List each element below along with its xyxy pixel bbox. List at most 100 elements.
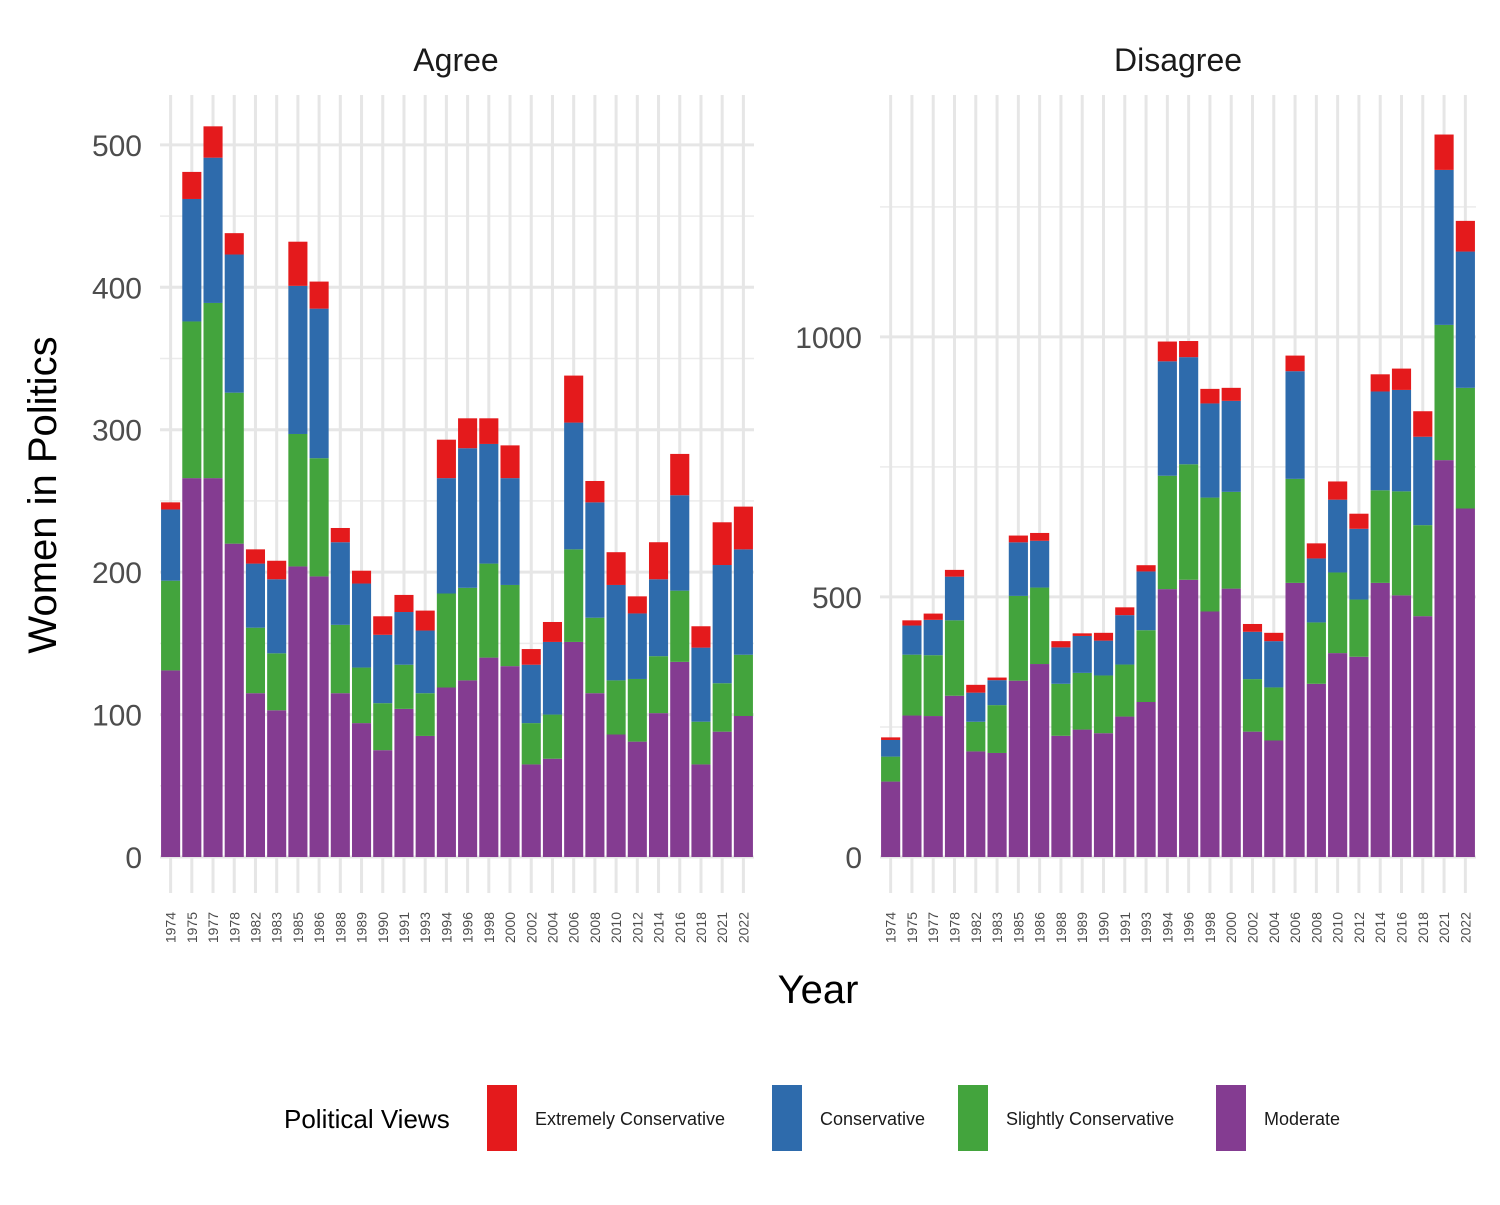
agree-bar-1994-extremely-conservative: [436, 439, 456, 479]
disagree-bar-1993-slightly-conservative: [1136, 630, 1156, 702]
disagree-x-tick-label: 1990: [1096, 912, 1112, 943]
disagree-bar-2004-extremely-conservative: [1264, 632, 1284, 642]
agree-x-tick-label: 1990: [375, 912, 391, 943]
agree-bar-1977-moderate: [203, 478, 223, 857]
disagree-x-tick-label: 1975: [904, 912, 920, 943]
disagree-bar-1983-moderate: [987, 752, 1007, 857]
agree-bar-2006-moderate: [564, 641, 584, 857]
disagree-bar-2021-slightly-conservative: [1434, 324, 1454, 461]
agree-bar-2008-conservative: [585, 502, 605, 618]
agree-x-tick-label: 1998: [481, 912, 497, 943]
agree-bar-2010-extremely-conservative: [606, 552, 626, 585]
agree-x-tick-label: 2014: [651, 912, 667, 943]
disagree-bar-1991-conservative: [1115, 615, 1135, 665]
disagree-bar-2016-slightly-conservative: [1391, 491, 1412, 596]
agree-bar-2006-conservative: [564, 422, 584, 550]
agree-bar-1986-extremely-conservative: [309, 281, 329, 309]
disagree-x-tick-label: 1996: [1181, 912, 1197, 943]
disagree-y-tick-label: 500: [812, 582, 862, 615]
disagree-bar-2018-extremely-conservative: [1413, 411, 1433, 437]
agree-bar-1974-extremely-conservative: [161, 502, 181, 510]
agree-bar-1988-conservative: [330, 542, 350, 625]
disagree-bar-2010-conservative: [1328, 499, 1348, 573]
agree-bar-1978-extremely-conservative: [224, 233, 244, 255]
disagree-bar-1983-slightly-conservative: [987, 705, 1007, 753]
agree-bar-2006-slightly-conservative: [564, 549, 584, 642]
agree-bar-1991-moderate: [394, 708, 414, 857]
disagree-bar-1986-moderate: [1030, 664, 1050, 857]
y-axis-title: Women in Politics: [21, 336, 65, 653]
disagree-bar-2014-slightly-conservative: [1370, 490, 1390, 583]
agree-bar-1993-slightly-conservative: [415, 693, 435, 736]
disagree-bar-2002-extremely-conservative: [1242, 623, 1263, 632]
disagree-bar-1977-slightly-conservative: [923, 655, 943, 717]
legend-key-extremely-conservative: [487, 1085, 517, 1151]
agree-bar-2021-extremely-conservative: [712, 522, 732, 566]
agree-x-tick-label: 1994: [438, 912, 454, 943]
disagree-bar-2022-moderate: [1455, 508, 1475, 857]
disagree-bar-1989-moderate: [1072, 729, 1092, 857]
disagree-bar-1988-extremely-conservative: [1051, 641, 1071, 648]
agree-bar-2016-slightly-conservative: [670, 590, 690, 662]
agree-bar-2002-conservative: [521, 664, 541, 724]
disagree-bar-1990-extremely-conservative: [1093, 632, 1114, 641]
agree-bar-2004-moderate: [542, 758, 563, 857]
disagree-bar-2018-conservative: [1413, 436, 1433, 526]
disagree-bar-1983-extremely-conservative: [987, 677, 1007, 681]
agree-x-tick-label: 2016: [672, 912, 688, 943]
agree-bar-1990-moderate: [373, 750, 393, 857]
agree-bar-1994-moderate: [436, 687, 456, 857]
agree-bar-1988-moderate: [330, 693, 350, 857]
disagree-bar-1975-moderate: [902, 715, 922, 857]
disagree-x-tick-label: 1998: [1202, 912, 1218, 943]
disagree-bar-1994-slightly-conservative: [1157, 475, 1177, 590]
agree-bar-2010-moderate: [606, 734, 626, 857]
disagree-x-tick-label: 1974: [883, 912, 899, 943]
agree-bar-2021-moderate: [712, 731, 732, 857]
agree-bar-2004-conservative: [542, 641, 563, 715]
disagree-bar-1986-slightly-conservative: [1030, 587, 1050, 665]
agree-bar-2014-conservative: [648, 579, 669, 657]
agree-x-tick-label: 2021: [714, 912, 730, 943]
agree-bar-2012-moderate: [627, 741, 647, 857]
disagree-bar-2000-moderate: [1221, 588, 1241, 857]
agree-bar-2000-conservative: [500, 478, 520, 585]
disagree-bar-2010-extremely-conservative: [1328, 481, 1348, 500]
disagree-bar-1998-extremely-conservative: [1200, 388, 1220, 404]
disagree-x-tick-label: 1991: [1117, 912, 1133, 943]
agree-bar-2014-slightly-conservative: [648, 656, 669, 714]
disagree-bar-1989-extremely-conservative: [1072, 633, 1092, 636]
disagree-bar-2008-conservative: [1306, 558, 1326, 623]
agree-bar-1982-conservative: [245, 563, 266, 628]
agree-x-tick-label: 2006: [566, 912, 582, 943]
disagree-bar-1996-slightly-conservative: [1179, 464, 1199, 580]
agree-bar-1985-conservative: [288, 285, 308, 434]
agree-bar-1991-slightly-conservative: [394, 664, 414, 709]
agree-bar-1988-extremely-conservative: [330, 527, 350, 543]
agree-bar-1983-conservative: [267, 579, 287, 654]
agree-bar-1989-slightly-conservative: [351, 667, 372, 724]
agree-bar-2012-slightly-conservative: [627, 678, 647, 742]
agree-bar-1989-conservative: [351, 583, 372, 668]
disagree-bar-1998-moderate: [1200, 611, 1220, 857]
disagree-bar-2006-moderate: [1285, 582, 1305, 857]
disagree-bar-2014-conservative: [1370, 391, 1390, 491]
agree-bar-1983-slightly-conservative: [267, 653, 287, 711]
legend-label-extremely-conservative: Extremely Conservative: [535, 1109, 725, 1129]
agree-bar-2014-extremely-conservative: [648, 542, 669, 580]
disagree-bar-1977-moderate: [923, 716, 943, 857]
disagree-bar-1994-extremely-conservative: [1157, 341, 1177, 362]
disagree-bar-2002-conservative: [1242, 631, 1263, 680]
agree-x-tick-label: 2012: [629, 912, 645, 943]
agree-bar-2016-moderate: [670, 661, 690, 857]
x-axis-title: Year: [778, 968, 859, 1012]
agree-bar-1989-extremely-conservative: [351, 570, 372, 584]
disagree-bar-1974-extremely-conservative: [881, 737, 901, 740]
disagree-bar-1978-conservative: [944, 576, 965, 621]
agree-y-tick-label: 300: [92, 415, 142, 448]
agree-bar-1998-extremely-conservative: [479, 418, 499, 444]
disagree-y-tick-label: 0: [845, 842, 862, 875]
disagree-bar-1974-conservative: [881, 739, 901, 757]
agree-bar-1977-conservative: [203, 157, 223, 303]
agree-bar-2022-conservative: [733, 549, 753, 655]
